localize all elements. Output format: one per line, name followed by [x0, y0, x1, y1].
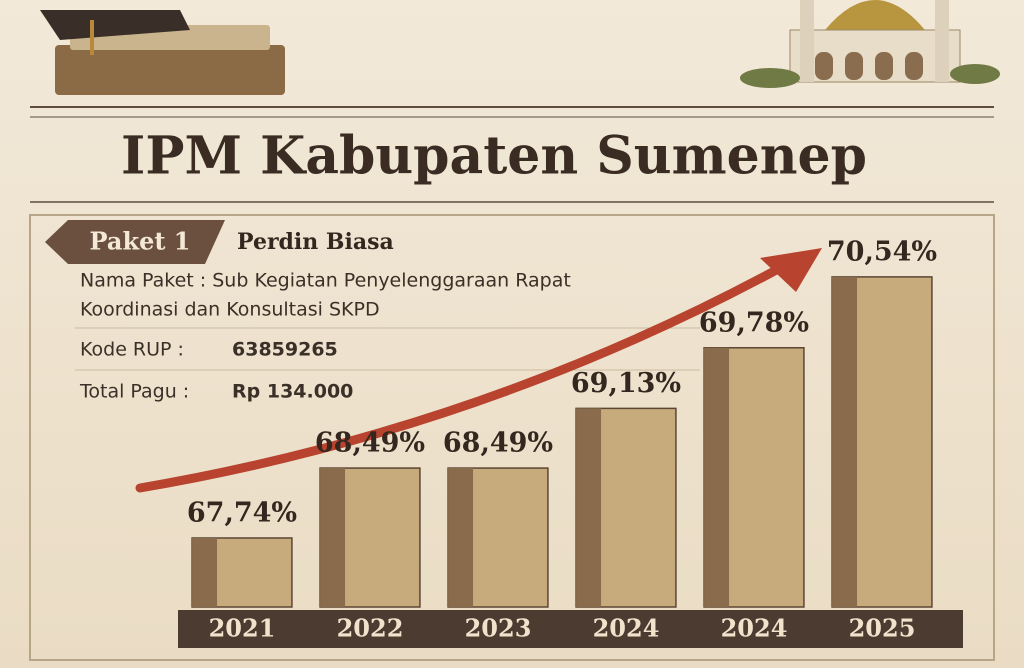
info-label: Total Pagu : — [79, 381, 189, 403]
info-value: 63859265 — [232, 339, 338, 361]
value-label: 70,54% — [827, 236, 937, 267]
bar-side — [704, 347, 730, 607]
bar-side — [320, 468, 346, 607]
decor-books — [40, 10, 285, 95]
chart-title: IPM Kabupaten Sumenep — [121, 126, 867, 187]
x-tick-label: 2024 — [721, 614, 788, 643]
x-tick-label: 2021 — [209, 614, 276, 643]
value-label: 68,49% — [443, 428, 553, 459]
badge — [45, 220, 225, 264]
info-text: Nama Paket : Sub Kegiatan Penyelenggaraa… — [80, 270, 571, 292]
value-label: 69,78% — [699, 307, 809, 338]
x-tick-label: 2023 — [465, 614, 532, 643]
bar-side — [576, 408, 602, 607]
bar-side — [832, 276, 858, 607]
trend-arrowhead — [760, 248, 822, 292]
value-label: 67,74% — [187, 497, 297, 528]
x-tick-label: 2024 — [593, 614, 660, 643]
trend-arrow — [135, 263, 785, 493]
bar-side — [192, 537, 218, 607]
panel — [29, 214, 995, 661]
value-label: 69,13% — [571, 368, 681, 399]
x-tick-label: 2025 — [849, 614, 916, 643]
package-name: Perdin Biasa — [237, 229, 394, 255]
badge-text: Paket 1 — [90, 227, 191, 256]
decor-mosque — [740, 0, 1000, 88]
value-label: 68,49% — [315, 428, 425, 459]
bar-side — [448, 468, 474, 607]
x-tick-label: 2022 — [337, 614, 404, 643]
info-label: Kode RUP : — [80, 339, 184, 361]
info-value: Rp 134.000 — [232, 381, 353, 403]
year-strip — [178, 610, 963, 648]
info-text: Koordinasi dan Konsultasi SKPD — [80, 299, 380, 321]
